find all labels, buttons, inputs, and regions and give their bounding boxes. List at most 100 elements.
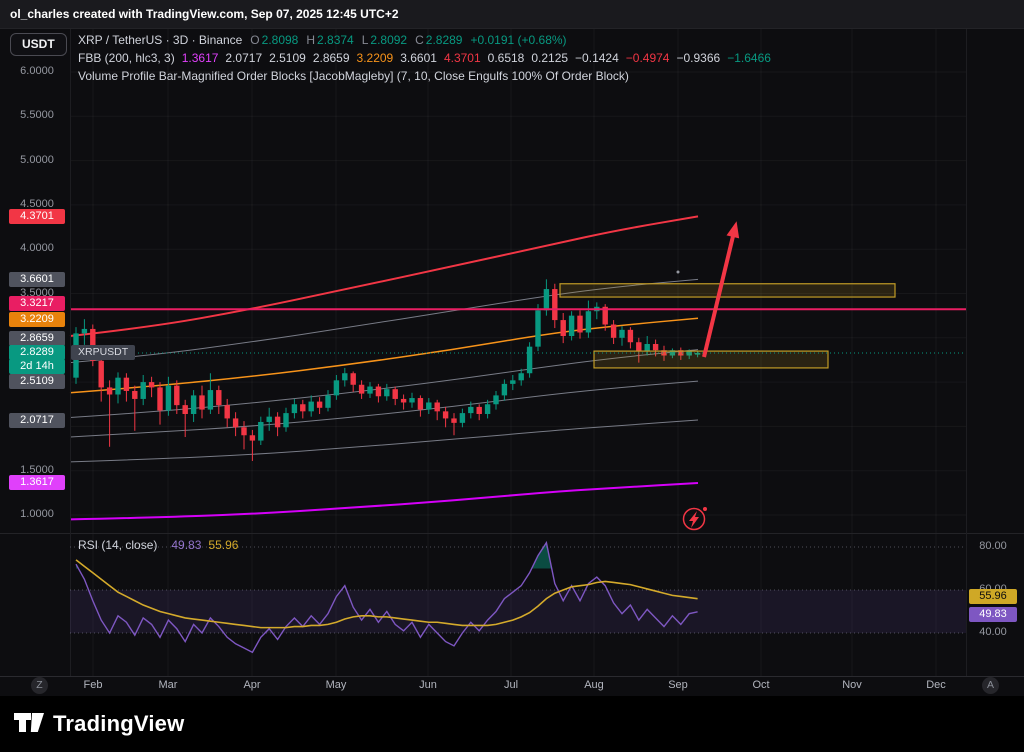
rsi-ma-line [75,559,698,629]
candle [308,401,314,412]
candle [232,418,239,428]
fbb-value: 2.5109 [269,51,306,65]
symbol-title[interactable]: XRP / TetherUS · 3D · Binance [78,33,243,47]
candle [468,406,474,414]
fbb-band-lower-4 [69,481,699,521]
rsi-value-label-1: 49.83 [969,607,1017,623]
price-label-7: 2.5109 [9,373,65,389]
time-axis-month: Sep [668,679,688,691]
ohlc-val: 2.8098 [261,33,299,47]
fbb-band-basis [69,317,699,394]
candle [526,346,533,374]
candle [627,329,634,343]
tradingview-logo-icon [14,713,44,732]
ohlc-val: 2.8374 [317,33,354,47]
ohlc-val: 2.8092 [370,33,408,47]
fbb-value: −0.9366 [676,51,721,65]
fbb-indicator-title[interactable]: FBB (200, hlc3, 3) [78,51,175,65]
candle [636,342,642,352]
candle [686,351,692,356]
candle [535,310,541,347]
candle [610,324,617,338]
ohlc-key: H [306,33,316,47]
candle [132,390,138,399]
rsi-ma-value: 55.96 [208,538,239,552]
rsi-tick: 80.00 [979,540,1007,552]
price-label-8: 2.0717 [9,412,65,428]
legend-panel: XRP / TetherUS · 3D · Binance O 2.8098 H 2.8… [78,31,771,85]
symbol-price-line-tag: XRPUSDT [71,345,136,360]
footer-bar: TradingView [0,696,1024,752]
candle [476,406,482,414]
symbol-legend-row: XRP / TetherUS · 3D · Binance O 2.8098 H 2.8… [78,31,771,49]
ohlc-val: 2.8289 [425,33,463,47]
price-label-5: 2.8289 [9,345,65,361]
candle [518,373,524,381]
volume-profile-indicator-title[interactable]: Volume Profile Bar-Magnified Order Block… [78,69,629,83]
candle [568,315,575,337]
price-tick: 4.5000 [20,197,54,210]
currency-toggle-button[interactable]: USDT [10,33,67,56]
candle [417,398,424,410]
fbb-value: −0.4974 [625,51,670,65]
candle [409,398,415,403]
candle [283,413,289,428]
rsi-indicator-title[interactable]: RSI (14, close) [78,538,158,552]
candle [241,427,247,436]
candle [224,405,230,419]
candle [619,329,625,338]
timezone-button[interactable]: Z [31,677,48,694]
candle [342,373,348,381]
candle [602,306,608,325]
price-tick: 1.0000 [20,508,54,520]
order-block-box [559,283,896,298]
ohlc-values: O 2.8098 H 2.8374 L 2.8092 C 2.8289 [242,33,462,47]
chart-dot-marker [676,270,680,274]
candle [661,350,667,356]
candle [258,421,264,441]
candle [493,395,499,405]
time-axis-month: Feb [83,679,103,691]
candle [140,382,146,399]
rsi-value-label-0: 55.96 [969,589,1017,605]
rsi-overbought-fill [76,542,698,569]
candle [333,380,340,396]
candle [510,380,516,384]
candle [81,328,88,334]
candle [165,385,172,411]
candle [585,311,592,333]
fbb-band-upper-2 [69,278,699,364]
candle [501,383,508,396]
time-axis-month: Jun [419,679,437,691]
tradingview-logo-text: TradingView [53,711,185,736]
ohlc-key: C [415,33,424,47]
price-tick: 3.5000 [20,286,54,299]
candle [644,344,650,352]
candle [434,402,440,412]
ohlc-key: L [361,33,369,47]
candle [358,384,365,394]
candle [123,377,130,391]
fbb-value: 0.6518 [487,51,525,65]
ohlc-key: O [250,33,260,47]
candle [678,350,684,356]
arrow-head [726,221,740,239]
candle [199,395,205,410]
arrow-annotation[interactable] [702,231,736,358]
candle [350,373,356,385]
autoscale-button[interactable]: A [982,677,999,694]
tradingview-logo[interactable]: TradingView [14,711,184,737]
candle [157,387,163,411]
flash-marker-circle[interactable] [682,507,706,531]
fbb-value: 2.8659 [312,51,350,65]
fbb-band-lower-2 [69,380,699,438]
time-axis-month: Dec [926,679,946,691]
time-axis-month: May [325,679,347,691]
fbb-value: 3.2209 [356,51,394,65]
candle [266,416,272,422]
fbb-legend-row: FBB (200, hlc3, 3) 1.3617 2.0717 2.5109 2.86… [78,49,771,67]
candle [115,377,121,395]
fbb-value: −0.1424 [575,51,619,65]
